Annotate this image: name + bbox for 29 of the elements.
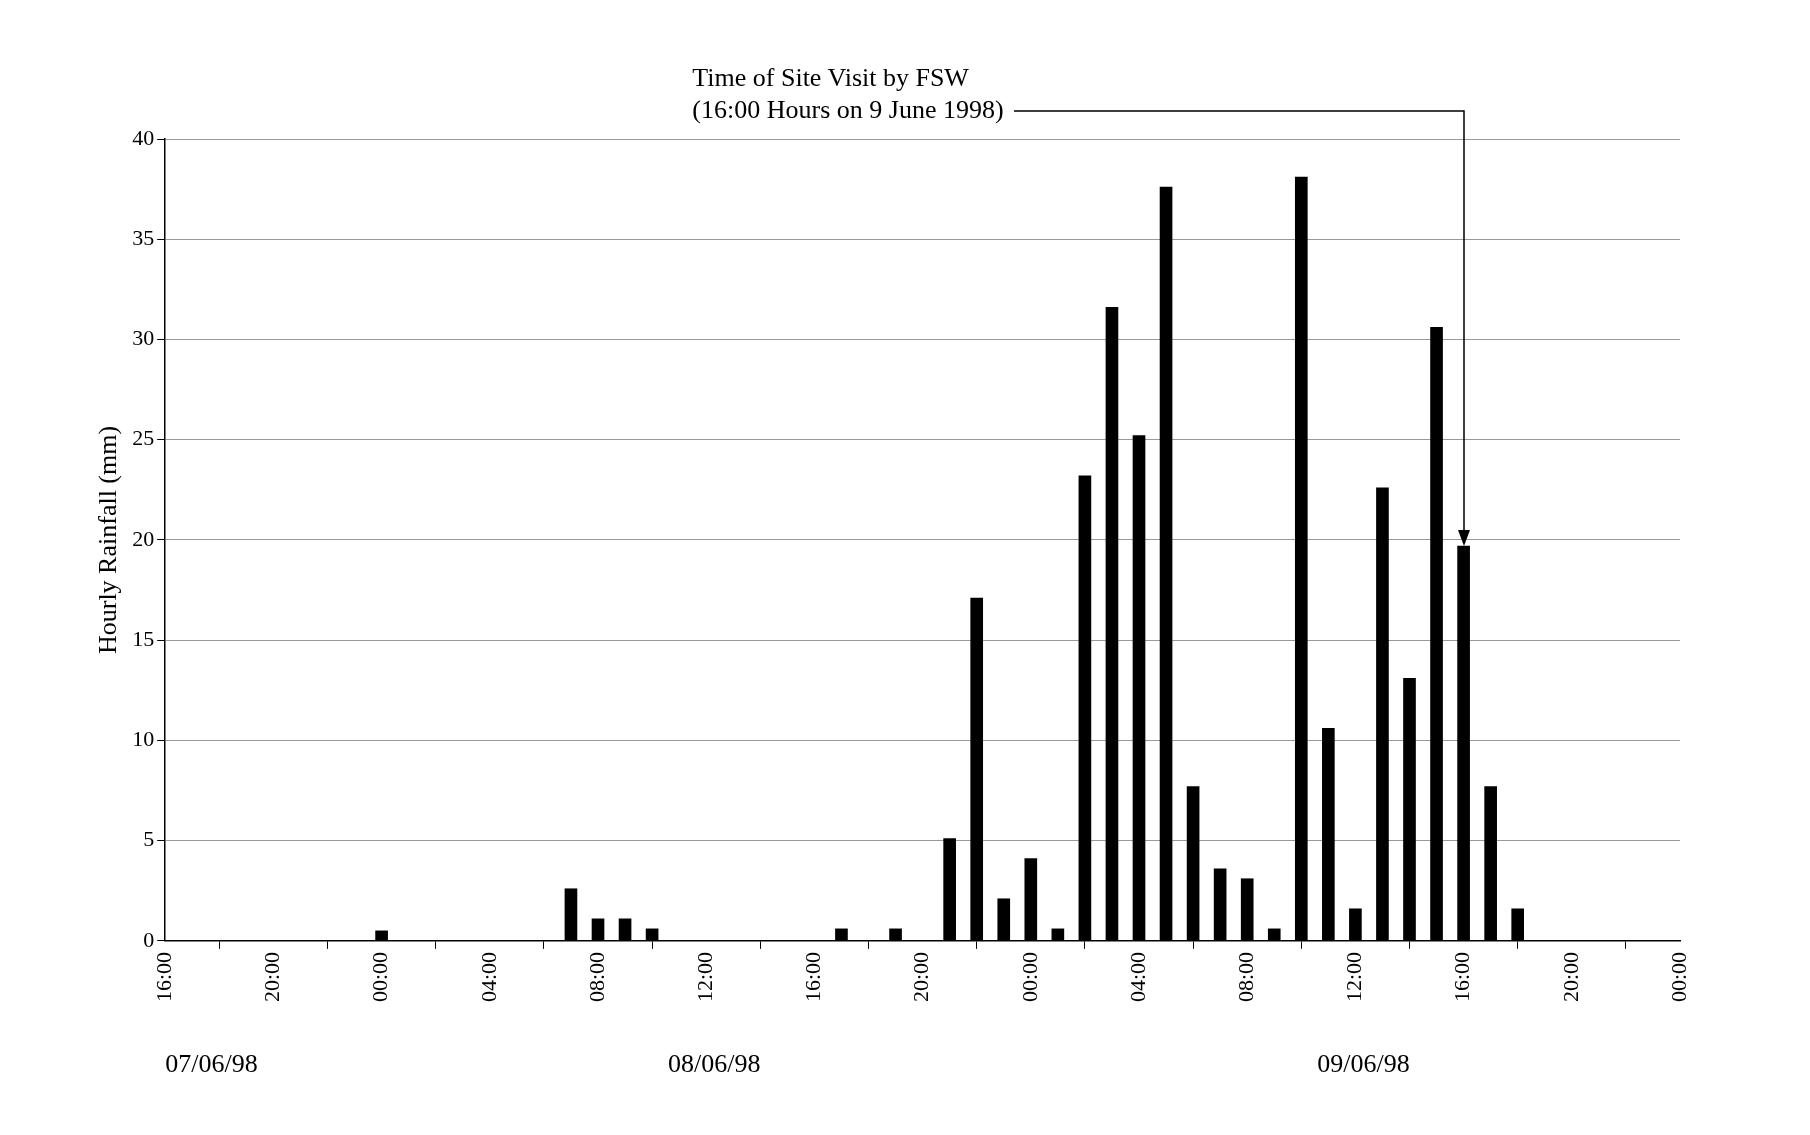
y-tick-label: 25 [132, 425, 155, 451]
x-tick-label: 16:00 [1449, 951, 1475, 1003]
text: 07/06/98 [165, 1048, 258, 1078]
x-tick-label: 08:00 [1232, 951, 1258, 1003]
y-tick-label: 10 [132, 726, 155, 752]
x-tick-label: 00:00 [1016, 951, 1042, 1003]
y-tick-label: 5 [143, 826, 155, 852]
y-tick-label: 30 [132, 325, 155, 351]
x-tick-label: 12:00 [691, 951, 717, 1003]
text: 08/06/98 [667, 1048, 761, 1078]
x-tick-label: 20:00 [1557, 951, 1583, 1003]
y-axis-title: Hourly Rainfall (mm) [93, 425, 123, 655]
x-tick-label: 00:00 [1665, 951, 1691, 1003]
x-tick-label: 12:00 [1341, 951, 1367, 1003]
y-tick-label: 40 [132, 124, 155, 150]
x-tick-label: 16:00 [800, 951, 826, 1003]
x-tick-label: 00:00 [367, 951, 393, 1003]
x-tick-label: 04:00 [1124, 951, 1150, 1003]
ref-line-label: Time of Site Visit by FSW (16:00 Hours on 9 June 1998) [692, 62, 1004, 124]
y-tick-label: 20 [132, 525, 155, 551]
x-tick-label: 04:00 [475, 951, 501, 1003]
x-tick-label: 20:00 [908, 951, 934, 1003]
x-tick-label: 08:00 [583, 951, 609, 1003]
y-tick-label: 15 [132, 625, 155, 651]
x-tick-label: 20:00 [259, 951, 285, 1003]
y-tick-label: 0 [143, 926, 155, 952]
x-tick-label: 16:00 [150, 951, 176, 1003]
y-tick-label: 35 [132, 225, 155, 251]
text: 09/06/98 [1317, 1048, 1410, 1078]
